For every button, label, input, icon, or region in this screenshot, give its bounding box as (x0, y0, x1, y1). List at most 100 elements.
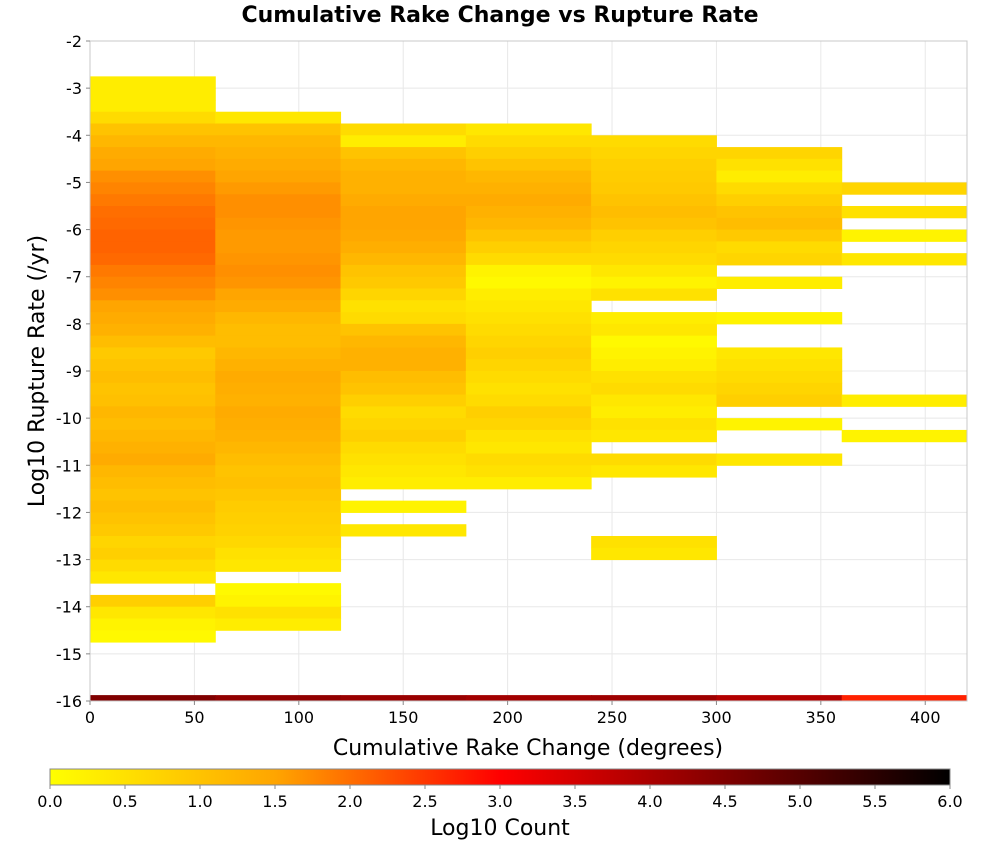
y-tick-label: -3 (66, 79, 82, 98)
heatmap-cell (591, 382, 717, 396)
heatmap-cell (841, 394, 968, 407)
heatmap-cell (340, 123, 467, 136)
heatmap-cell (215, 441, 342, 454)
heatmap-cell (90, 382, 216, 396)
heatmap-cell (716, 394, 843, 407)
heatmap-cell (215, 583, 342, 596)
heatmap-cell-bottom-bin (340, 695, 467, 701)
heatmap-cell (465, 229, 592, 242)
heatmap-cell (465, 170, 592, 183)
heatmap-cell (340, 206, 467, 219)
heatmap-cell (340, 465, 467, 478)
colorbar-ticks: 0.0 0.5 1.0 1.5 2.0 2.5 3.0 3.5 4.0 4.5 5.0 5.5 6.0 (37, 785, 963, 811)
heatmap-cell (215, 253, 342, 266)
x-tick-label: 250 (597, 708, 628, 727)
heatmap-cell (90, 465, 216, 478)
heatmap-cell (340, 347, 467, 360)
heatmap-cell (215, 382, 342, 396)
heatmap-cell (90, 99, 216, 113)
heatmap-cell (340, 418, 467, 431)
colorbar-tick-label: 3.0 (487, 792, 512, 811)
heatmap-cell (591, 135, 717, 148)
heatmap-cell (716, 229, 843, 242)
heatmap-cell (716, 170, 843, 183)
heatmap-cell (465, 323, 592, 337)
heatmap-cell (591, 194, 717, 207)
heatmap-cell (90, 500, 216, 513)
heatmap-cell (90, 123, 216, 136)
heatmap-cell (465, 418, 592, 431)
heatmap-cell (465, 347, 592, 360)
heatmap-cell (90, 253, 216, 266)
heatmap-cell (90, 547, 216, 561)
heatmap-cell (340, 288, 467, 301)
heatmap-cell-bottom-bin (90, 695, 216, 701)
colorbar-tick-label: 3.5 (562, 792, 587, 811)
heatmap-cell (90, 206, 216, 219)
y-tick-label: -13 (56, 551, 82, 570)
heatmap-cell (716, 371, 843, 384)
heatmap-cell (340, 429, 467, 443)
colorbar-tick-label: 0.5 (112, 792, 137, 811)
heatmap-cell (215, 429, 342, 443)
heatmap-cell (340, 441, 467, 454)
heatmap-cell (591, 253, 717, 266)
heatmap-cell (90, 571, 216, 584)
heatmap-cell (591, 406, 717, 419)
heatmap-cell (215, 276, 342, 289)
heatmap-cell-bottom-bin (591, 695, 717, 701)
heatmap-cell (215, 559, 342, 572)
heatmap-cell (340, 394, 467, 407)
heatmap-cell (340, 300, 467, 313)
y-tick-label: -6 (66, 221, 82, 240)
x-tick-label: 300 (701, 708, 732, 727)
heatmap-cell (340, 170, 467, 183)
heatmap-cell (465, 253, 592, 266)
heatmap-cell (90, 323, 216, 337)
heatmap-cell (90, 394, 216, 407)
heatmap-cell (591, 147, 717, 160)
heatmap-cell (340, 359, 467, 372)
heatmap-cell (90, 606, 216, 619)
colorbar-tick-label: 5.0 (787, 792, 812, 811)
heatmap-cell (591, 264, 717, 278)
heatmap-cell (841, 182, 968, 195)
heatmap-cell (215, 229, 342, 242)
heatmap-cell (591, 229, 717, 242)
heatmap-cell (215, 500, 342, 513)
x-tick-label: 350 (806, 708, 837, 727)
heatmap-cell (90, 536, 216, 549)
heatmap-cell (90, 359, 216, 372)
heatmap-cell (215, 618, 342, 631)
heatmap-cell (465, 194, 592, 207)
heatmap-cell (465, 477, 592, 490)
heatmap-cell (591, 217, 717, 231)
heatmap-cell (340, 371, 467, 384)
heatmap-cell (90, 111, 216, 124)
heatmap-cell (90, 477, 216, 490)
heatmap-cell (465, 300, 592, 313)
heatmap-cell (215, 264, 342, 278)
heatmap-cell (465, 241, 592, 254)
heatmap-cell (90, 135, 216, 148)
heatmap-cell (215, 524, 342, 537)
heatmap-cell (591, 323, 717, 337)
y-tick-label: -2 (66, 32, 82, 51)
heatmap-cell (340, 477, 467, 490)
heatmap-cell (90, 182, 216, 195)
heatmap-cell (340, 135, 467, 148)
heatmap-cell (215, 194, 342, 207)
heatmap-cell (90, 418, 216, 431)
heatmap-cell (340, 500, 467, 513)
y-tick-label: -12 (56, 503, 82, 522)
x-tick-label: 100 (284, 708, 315, 727)
heatmap-cell (90, 217, 216, 231)
colorbar-tick-label: 5.5 (862, 792, 887, 811)
y-axis-ticks: -2 -3 -4 -5 -6 -7 -8 -9 -10 -11 -12 -13 -14 -15 -16 (56, 32, 90, 711)
heatmap-cell (215, 594, 342, 608)
heatmap-cell (465, 382, 592, 396)
heatmap-cell (465, 406, 592, 419)
x-axis-ticks: 0 50 100 150 200 250 300 350 400 (85, 701, 941, 727)
y-tick-label: -4 (66, 126, 82, 145)
heatmap-cell (716, 382, 843, 396)
